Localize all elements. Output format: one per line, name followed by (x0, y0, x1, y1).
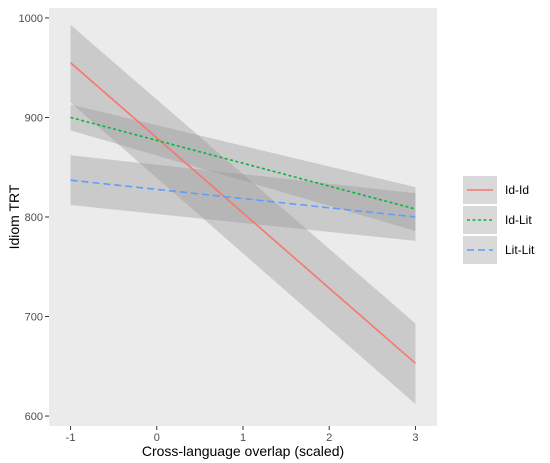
legend: Id-Id Id-Lit Lit-Lit (463, 176, 535, 264)
x-axis: -1 0 1 2 3 (66, 426, 419, 444)
ribbon-id-lit (70, 104, 416, 231)
y-axis-title: Idiom TRT (6, 184, 22, 249)
series-line-id-lit (70, 116, 416, 210)
y-tick-label: 800 (25, 212, 43, 224)
x-tick-label: 3 (412, 432, 418, 444)
x-axis-title: Cross-language overlap (scaled) (142, 443, 344, 459)
series-lines (70, 62, 416, 364)
ribbon-lit-lit (70, 155, 416, 241)
y-axis: 600 700 800 900 1000 (19, 13, 49, 423)
y-tick-label: 700 (25, 312, 43, 324)
x-tick-label: 1 (240, 432, 246, 444)
confidence-ribbons (70, 24, 416, 405)
series-line-lit-lit (70, 179, 416, 218)
legend-label-lit-lit: Lit-Lit (505, 243, 535, 257)
x-tick-label: -1 (66, 432, 76, 444)
x-tick-label: 2 (326, 432, 332, 444)
legend-label-id-lit: Id-Lit (505, 213, 532, 227)
x-tick-label: 0 (154, 432, 160, 444)
ribbon-id-id (70, 24, 416, 405)
plot-panel (49, 8, 437, 426)
series-line-id-id (70, 62, 416, 364)
legend-label-id-id: Id-Id (505, 183, 529, 197)
y-tick-label: 600 (25, 411, 43, 423)
y-tick-label: 1000 (19, 13, 43, 25)
y-tick-label: 900 (25, 112, 43, 124)
